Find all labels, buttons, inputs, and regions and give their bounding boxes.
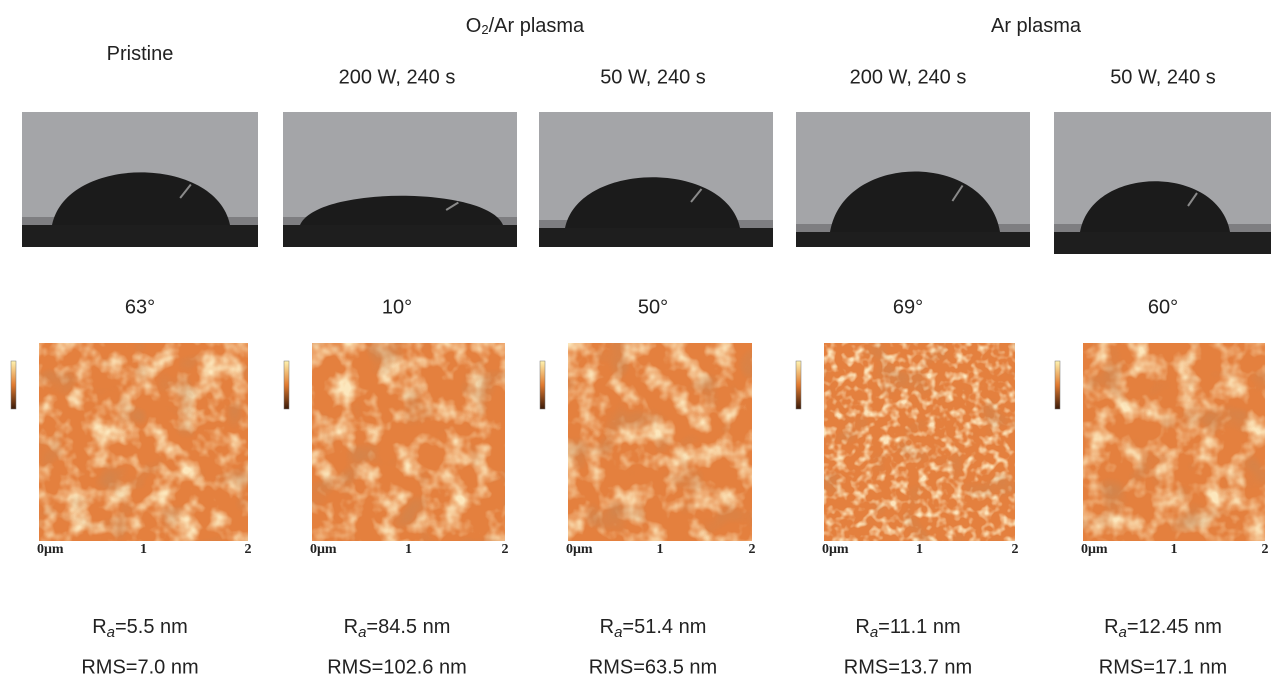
group-label-part: Ar plasma [991,15,1082,37]
droplet-substrate [539,228,773,247]
axis-label: 1 [405,542,412,557]
rms-value: RMS=7.0 nm [81,656,198,678]
ra-number: =5.5 nm [115,616,188,638]
contact-angle: 69° [893,296,923,318]
ra-subscript: a [870,624,878,641]
ra-subscript: a [614,624,622,641]
axis-label: 0μm [37,542,64,557]
axis-label: 1 [1171,542,1178,557]
contact-angle: 60° [1148,296,1178,318]
group-label-part: O [466,15,482,37]
rms-value: RMS=13.7 nm [844,656,972,678]
droplet-substrate [22,225,258,247]
axis-label: 1 [657,542,664,557]
ra-number: =84.5 nm [366,616,450,638]
ra-symbol: R [92,616,106,638]
color-scale [11,361,16,409]
afm-shadow [312,343,505,541]
axis-label: 0μm [310,542,337,557]
ra-value: Ra=12.45 nm [1104,616,1222,641]
rms-value: RMS=102.6 nm [327,656,467,678]
droplet-substrate [1054,232,1271,254]
ra-subscript: a [107,624,115,641]
group-label-part: /Ar plasma [489,15,585,37]
axis-label: 2 [749,542,756,557]
ra-symbol: R [600,616,614,638]
condition-label: 200 W, 240 s [339,66,456,88]
color-scale [540,361,545,409]
afm-shadow [1083,343,1265,541]
axis-label: 1 [140,542,147,557]
ra-symbol: R [1104,616,1118,638]
group-label: Pristine [107,43,174,65]
group-label-part: Pristine [107,43,174,65]
ra-number: =51.4 nm [622,616,706,638]
ra-value: Ra=51.4 nm [600,616,707,641]
ra-value: Ra=11.1 nm [855,616,960,641]
ra-value: Ra=84.5 nm [344,616,451,641]
condition-label: 50 W, 240 s [600,66,706,88]
droplet-substrate [283,225,517,247]
axis-label: 0μm [1081,542,1108,557]
ra-subscript: a [1119,624,1127,641]
axis-label: 2 [1012,542,1019,557]
figure: PristineO2/Ar plasmaAr plasma63°0μm12Ra=… [0,0,1271,685]
droplet-substrate [796,232,1030,247]
condition-label: 200 W, 240 s [850,66,967,88]
afm-shadow [568,343,752,541]
group-label-part: 2 [481,22,488,37]
axis-label: 0μm [822,542,849,557]
afm-shadow [824,343,1015,541]
axis-label: 2 [245,542,252,557]
color-scale [284,361,289,409]
axis-label: 1 [916,542,923,557]
axis-label: 0μm [566,542,593,557]
ra-value: Ra=5.5 nm [92,616,188,641]
axis-label: 2 [1262,542,1269,557]
ra-symbol: R [344,616,358,638]
rms-value: RMS=63.5 nm [589,656,717,678]
ra-number: =12.45 nm [1127,616,1222,638]
group-label: Ar plasma [991,15,1082,37]
contact-angle: 10° [382,296,412,318]
color-scale [796,361,801,409]
ra-number: =11.1 nm [878,616,960,638]
rms-value: RMS=17.1 nm [1099,656,1227,678]
afm-shadow [39,343,248,541]
color-scale [1055,361,1060,409]
contact-angle: 63° [125,296,155,318]
group-label: O2/Ar plasma [466,15,585,37]
ra-subscript: a [358,624,366,641]
condition-label: 50 W, 240 s [1110,66,1216,88]
ra-symbol: R [855,616,869,638]
axis-label: 2 [502,542,509,557]
contact-angle: 50° [638,296,668,318]
